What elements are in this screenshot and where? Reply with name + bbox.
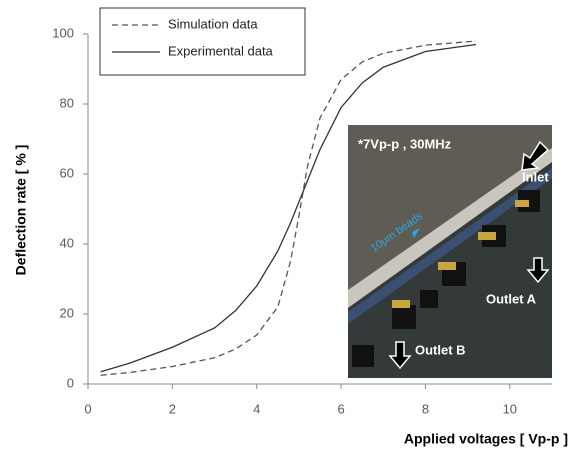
chart: Applied voltages [ Vp-p ] Deflection rat…	[0, 0, 577, 455]
outlet-a-label: Outlet A	[486, 291, 537, 306]
y-tick-label: 0	[67, 375, 74, 390]
legend-label: Experimental data	[168, 43, 274, 58]
inset-condition: *7Vp-p , 30MHz	[358, 136, 452, 151]
y-tick-label: 100	[52, 25, 74, 40]
outlet-b-label: Outlet B	[415, 342, 466, 357]
x-tick-label: 2	[169, 401, 176, 416]
inset-photo: *7Vp-p , 30MHz 10μm beads Inlet Outlet A…	[348, 125, 552, 378]
x-tick-label: 0	[84, 401, 91, 416]
y-tick-label: 40	[60, 235, 74, 250]
y-axis-title: Deflection rate [ % ]	[13, 145, 29, 276]
legend-label: Simulation data	[168, 16, 258, 31]
x-tick-label: 6	[337, 401, 344, 416]
inlet-label: Inlet	[522, 169, 549, 184]
x-axis-title: Applied voltages [ Vp-p ]	[404, 431, 568, 447]
x-tick-label: 8	[422, 401, 429, 416]
y-tick-label: 80	[60, 95, 74, 110]
y-tick-label: 20	[60, 305, 74, 320]
x-tick-label: 10	[503, 401, 517, 416]
y-tick-label: 60	[60, 165, 74, 180]
x-tick-label: 4	[253, 401, 260, 416]
